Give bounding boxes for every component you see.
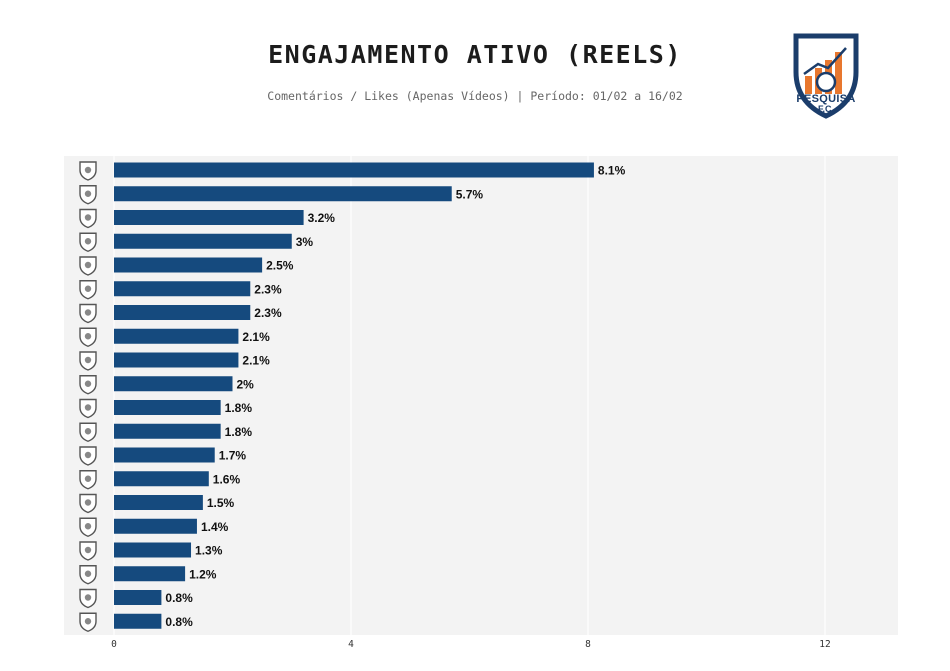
- corinthians-crest-icon: [79, 612, 97, 632]
- bar-3: [114, 210, 304, 225]
- bar-10: [114, 376, 233, 392]
- bar-18: [114, 566, 186, 582]
- bar-2: [114, 186, 452, 202]
- value-label-11: 1.8%: [225, 401, 253, 415]
- value-label-3: 3.2%: [308, 211, 336, 225]
- bahia-crest-icon: [79, 280, 97, 300]
- logo-text-line2: F.C.: [817, 104, 834, 114]
- remo-crest-icon: [79, 232, 97, 252]
- x-tick-label-8: 8: [585, 639, 591, 650]
- bar-19: [114, 590, 162, 605]
- value-label-4: 3%: [296, 235, 314, 249]
- bar-1: [114, 162, 594, 178]
- bar-4: [114, 233, 292, 249]
- bar-14: [114, 471, 209, 487]
- value-label-17: 1.3%: [195, 544, 223, 558]
- athletico-paranaense-crest-icon: [79, 517, 97, 537]
- value-label-13: 1.7%: [219, 449, 247, 463]
- value-label-7: 2.3%: [254, 306, 282, 320]
- bar-12: [114, 423, 221, 439]
- value-label-5: 2.5%: [266, 259, 294, 273]
- value-label-14: 1.6%: [213, 472, 241, 486]
- chart-title: ENGAJAMENTO ATIVO (REELS): [268, 40, 682, 69]
- logo-trend-line: [803, 47, 847, 76]
- plot-panel: [64, 156, 898, 635]
- value-label-18: 1.2%: [189, 567, 217, 581]
- value-label-10: 2%: [237, 377, 255, 391]
- bar-15: [114, 495, 203, 510]
- vitoria-crest-icon: [79, 208, 97, 229]
- x-tick-label-12: 12: [819, 639, 830, 650]
- mirassol-crest-icon: [79, 398, 97, 419]
- bar-16: [114, 518, 197, 534]
- logo-bar-4: [835, 52, 842, 94]
- value-label-19: 0.8%: [165, 591, 193, 605]
- red-bull-bragantino-crest-icon: [79, 161, 97, 181]
- logo-bar-1: [805, 76, 812, 94]
- x-tick-label-4: 4: [348, 639, 354, 650]
- x-tick-label-0: 0: [111, 639, 117, 650]
- bar-11: [114, 400, 221, 415]
- atletico-mineiro-crest-icon: [79, 351, 97, 371]
- cruzeiro-crest-icon: [79, 422, 97, 442]
- gremio-crest-icon: [79, 493, 97, 514]
- value-label-2: 5.7%: [456, 187, 484, 201]
- fluminense-crest-icon: [79, 327, 97, 347]
- palmeiras-crest-icon: [79, 470, 97, 490]
- internacional-crest-icon: [79, 565, 97, 585]
- sao-paulo-crest-icon: [79, 541, 97, 561]
- pesquisa-fc-logo: [793, 33, 859, 119]
- bar-17: [114, 542, 192, 558]
- value-label-15: 1.5%: [207, 496, 235, 510]
- bar-8: [114, 328, 239, 344]
- bar-13: [114, 447, 215, 463]
- bar-9: [114, 352, 239, 368]
- bar-7: [114, 305, 251, 320]
- vasco-crest-icon: [79, 256, 97, 276]
- value-label-1: 8.1%: [598, 164, 626, 178]
- value-label-9: 2.1%: [242, 354, 270, 368]
- value-label-8: 2.1%: [242, 330, 270, 344]
- flamengo-crest-icon: [79, 588, 97, 609]
- logo-ball-icon: [815, 71, 837, 93]
- botafogo-crest-icon: [79, 185, 97, 205]
- value-label-6: 2.3%: [254, 282, 282, 296]
- value-label-16: 1.4%: [201, 520, 229, 534]
- chapecoense-crest-icon: [79, 375, 97, 395]
- logo-text-line1: PESQUISA: [796, 93, 856, 105]
- coritiba-crest-icon: [79, 303, 97, 324]
- bar-20: [114, 613, 162, 629]
- bar-5: [114, 257, 263, 273]
- chart-subtitle: Comentários / Likes (Apenas Vídeos) | Pe…: [267, 89, 683, 103]
- bar-6: [114, 281, 251, 297]
- value-label-20: 0.8%: [165, 615, 193, 629]
- santos-crest-icon: [79, 446, 97, 466]
- value-label-12: 1.8%: [225, 425, 253, 439]
